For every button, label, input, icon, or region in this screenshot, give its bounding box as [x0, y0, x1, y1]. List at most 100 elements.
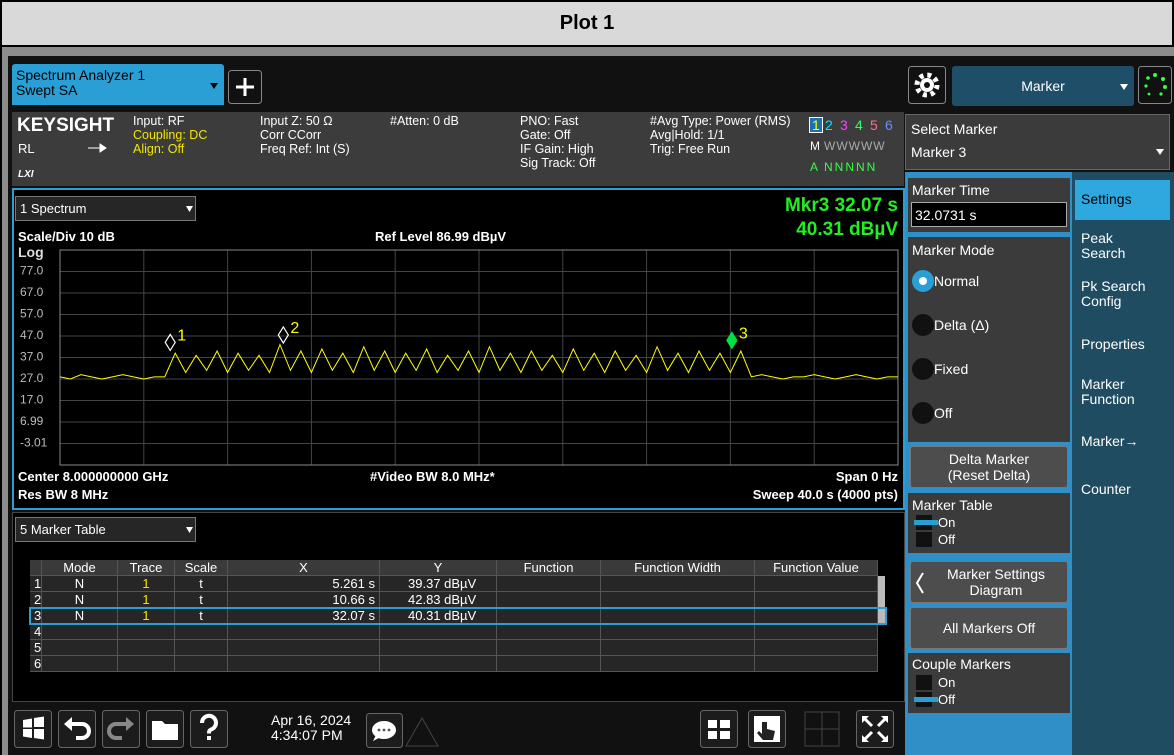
help-button[interactable] — [190, 710, 228, 748]
toggle-bar — [914, 697, 938, 702]
chevron — [915, 572, 924, 594]
header-cell: Y — [380, 560, 497, 576]
video-bw: #Video BW 8.0 MHz* — [370, 469, 495, 484]
tab[interactable]: Counter — [1075, 470, 1170, 514]
tab-line: Marker→ — [1081, 433, 1139, 449]
marker-time-input[interactable]: 32.0731 s — [911, 202, 1067, 227]
status-text: Sig Track: Off — [520, 156, 596, 170]
brand: KEYSIGHT — [17, 115, 115, 136]
status-text: Avg|Hold: 1/1 — [650, 128, 725, 142]
group-label: Marker Table — [912, 497, 993, 513]
status-text: #Avg Type: Power (RMS) — [650, 114, 791, 128]
settings-gear[interactable] — [908, 66, 946, 104]
table-cell — [601, 640, 755, 656]
marker-label: 1 — [177, 328, 186, 345]
tab[interactable]: Settings — [1075, 180, 1170, 220]
delta-marker-button[interactable]: Delta Marker (Reset Delta) — [910, 446, 1068, 488]
window-dropdown[interactable]: 1 Spectrum — [15, 196, 196, 221]
table-cell — [755, 624, 878, 640]
table-cell: 32.07 s — [228, 608, 380, 624]
all-markers-off-button[interactable]: All Markers Off — [910, 607, 1068, 649]
windows-button[interactable] — [14, 710, 52, 748]
table-cell — [497, 576, 601, 592]
fullscreen-button[interactable] — [856, 710, 894, 748]
table-cell — [497, 656, 601, 672]
table-cell — [497, 592, 601, 608]
res-bw: Res BW 8 MHz — [18, 487, 109, 502]
trace-avg: NNNNN — [824, 160, 878, 174]
table-cell — [755, 656, 878, 672]
center-freq: Center 8.000000000 GHz — [18, 469, 169, 484]
redo-button[interactable] — [102, 710, 140, 748]
trace-number: 1 — [809, 117, 823, 133]
table-cell — [601, 624, 755, 640]
status-text: PNO: Fast — [520, 114, 579, 128]
y-tick-label: 37.0 — [20, 350, 44, 364]
radio — [912, 314, 934, 336]
layout-button[interactable] — [700, 710, 738, 748]
button-line: Marker Settings — [946, 566, 1046, 582]
table-cell — [497, 640, 601, 656]
settings-diagram-button[interactable]: Marker Settings Diagram — [910, 561, 1068, 603]
radio-label: Fixed — [934, 361, 969, 377]
toggle-box — [916, 532, 932, 547]
marker-table-group: Marker Table On Off — [908, 493, 1070, 553]
tab[interactable]: Properties — [1075, 325, 1170, 367]
add-button[interactable] — [228, 70, 262, 104]
trace-number: 4 — [855, 117, 863, 133]
marker-time-group: Marker Time 32.0731 s — [908, 178, 1070, 232]
marker-mode-group: Marker Mode Normal Delta (Δ) Fixed Off — [908, 237, 1070, 442]
tab[interactable]: Marker→ — [1075, 422, 1170, 464]
toggle-label: Off — [938, 532, 956, 547]
table-cell — [118, 656, 175, 672]
tab[interactable]: Pk Search Config — [1075, 274, 1170, 320]
radio-label: Normal — [934, 273, 980, 289]
tab-line: Counter — [1081, 481, 1131, 497]
table-cell — [42, 624, 118, 640]
undo-button[interactable] — [58, 710, 96, 748]
analyzer-tab[interactable]: Spectrum Analyzer 1 Swept SA — [12, 64, 224, 105]
toggle-bar — [914, 520, 938, 525]
table-cell — [175, 640, 228, 656]
radio — [912, 358, 934, 380]
touch-button[interactable] — [748, 710, 786, 748]
toggle-label: On — [938, 515, 956, 530]
group-label: Couple Markers — [912, 656, 1011, 672]
y-tick-label: 47.0 — [20, 328, 44, 342]
dropdown-arrow — [210, 83, 218, 89]
tab[interactable]: Marker Function — [1075, 372, 1170, 418]
split-button[interactable] — [804, 711, 840, 747]
tab-line: Spectrum Analyzer 1 — [16, 67, 146, 83]
window-dropdown[interactable]: 5 Marker Table — [15, 517, 196, 542]
table-cell — [228, 656, 380, 672]
toggle-box — [916, 675, 932, 690]
table-cell — [755, 640, 878, 656]
table-cell: 40.31 dBµV — [380, 608, 497, 624]
menu-dropdown[interactable]: Marker — [952, 66, 1134, 106]
status-text: Corr CCorr — [260, 128, 322, 142]
table-cell: 39.37 dBµV — [380, 576, 497, 592]
time: 4:34:07 PM — [271, 727, 343, 743]
header-cell: Function Width — [601, 560, 755, 576]
trace-mode-prefix: M — [810, 139, 820, 153]
table-cell — [175, 624, 228, 640]
tab-line: Swept SA — [16, 82, 78, 98]
couple-markers-group: Couple Markers On Off — [908, 653, 1070, 713]
date: Apr 16, 2024 — [271, 712, 352, 728]
y-tick-label: 27.0 — [20, 371, 44, 385]
trace-indicator: 1 2 3 4 5 6 M WWWWW A NNNNN — [808, 114, 904, 184]
status-text: Coupling: DC — [133, 128, 208, 142]
table-cell: t — [175, 576, 228, 592]
marker — [277, 325, 290, 345]
dropdown-arrow — [186, 527, 193, 533]
notification-icons[interactable] — [366, 713, 442, 749]
table-cell — [380, 656, 497, 672]
select-marker[interactable]: Select Marker Marker 3 — [905, 114, 1170, 170]
table-cell: t — [175, 592, 228, 608]
button-line: Delta Marker — [948, 451, 1030, 467]
y-tick-label: 6.99 — [20, 414, 44, 428]
folder-button[interactable] — [146, 710, 184, 748]
tab[interactable]: Peak Search — [1075, 226, 1170, 270]
tab-line: Pk Search — [1081, 278, 1146, 294]
selected-row — [29, 607, 887, 625]
